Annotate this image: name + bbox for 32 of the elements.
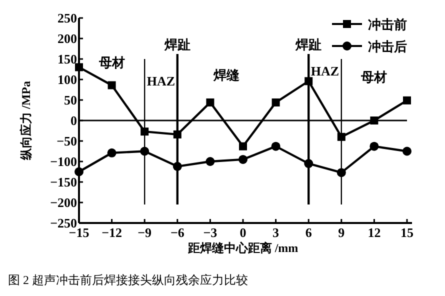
legend-label: 冲击前 bbox=[368, 17, 407, 32]
annotation: 母材 bbox=[360, 70, 388, 85]
x-tick-label: −12 bbox=[102, 225, 122, 240]
x-tick-label: −9 bbox=[138, 225, 152, 240]
annotation: HAZ bbox=[310, 63, 340, 78]
y-axis-title: 纵向应力 /MPa bbox=[19, 81, 33, 161]
y-tick-label: 250 bbox=[58, 10, 77, 26]
ref-line-label: 焊趾 bbox=[294, 37, 322, 52]
annotation: 母材 bbox=[98, 55, 125, 70]
x-tick-label: 15 bbox=[400, 225, 414, 240]
y-tick-label: −50 bbox=[56, 134, 77, 148]
annotation: 焊缝 bbox=[212, 68, 241, 82]
x-tick-label: 6 bbox=[305, 225, 312, 240]
caption: 图 2 超声冲击前后焊接接头纵向残余应力比较 bbox=[8, 273, 248, 287]
y-tick-label: 0 bbox=[70, 113, 77, 128]
ref-line-label: 焊趾 bbox=[163, 37, 190, 52]
legend-label: 冲击后 bbox=[368, 39, 407, 54]
y-tick-label: −150 bbox=[50, 174, 77, 190]
x-axis-title: 距焊缝中心距离 /mm bbox=[186, 241, 298, 255]
y-tick-label: 200 bbox=[58, 31, 77, 46]
x-tick-label: −6 bbox=[170, 225, 185, 240]
y-tick-label: 150 bbox=[58, 52, 77, 66]
annotation: HAZ bbox=[146, 74, 176, 89]
x-tick-label: 12 bbox=[368, 225, 381, 240]
y-tick-label: −200 bbox=[50, 195, 77, 210]
x-tick-label: 3 bbox=[272, 225, 280, 240]
y-tick-label: 100 bbox=[58, 72, 77, 87]
y-tick-label: −100 bbox=[50, 154, 77, 169]
x-tick-label: 9 bbox=[338, 225, 346, 240]
x-tick-label: 0 bbox=[240, 225, 246, 240]
x-tick-label: −3 bbox=[203, 225, 218, 240]
y-tick-label: 50 bbox=[64, 92, 77, 108]
